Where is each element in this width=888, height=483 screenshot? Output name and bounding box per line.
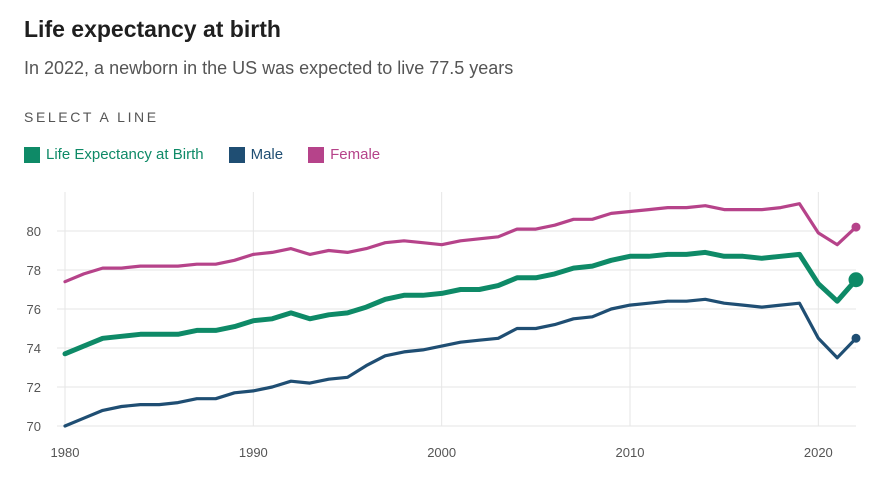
legend: Life Expectancy at Birth Male Female (24, 146, 405, 163)
chart-title: Life expectancy at birth (24, 16, 281, 42)
series-endpoint-male (851, 333, 861, 343)
y-tick-label-80: 80 (27, 224, 41, 239)
legend-swatch-life-expectancy (24, 146, 40, 163)
series-endpoint-life-expectancy-at-birth (848, 272, 864, 288)
y-tick-label-76: 76 (27, 302, 41, 317)
series-line-life-expectancy-at-birth (62, 249, 859, 357)
series-endpoint-female (851, 222, 861, 232)
y-tick-label-72: 72 (27, 380, 41, 395)
series-line-female (63, 202, 858, 284)
chart-subtitle: In 2022, a newborn in the US was expecte… (24, 58, 514, 78)
y-tick-label-70: 70 (27, 419, 41, 434)
legend-swatch-male (228, 146, 245, 163)
y-tick-label-78: 78 (27, 263, 41, 278)
legend-item-female[interactable]: Female (308, 146, 380, 163)
legend-label-male: Male (250, 146, 284, 163)
legend-swatch-female (308, 146, 325, 163)
legend-label-life-expectancy: Life Expectancy at Birth (46, 146, 204, 163)
legend-item-life-expectancy[interactable]: Life Expectancy at Birth (24, 146, 204, 163)
series-line-male (63, 297, 858, 428)
y-tick-label-74: 74 (27, 341, 41, 356)
legend-item-male[interactable]: Male (228, 146, 284, 163)
x-tick-label-2020: 2020 (804, 445, 833, 460)
x-tick-label-2000: 2000 (427, 445, 456, 460)
x-tick-label-1980: 1980 (51, 445, 80, 460)
x-tick-label-2010: 2010 (616, 445, 645, 460)
legend-label-female: Female (330, 146, 381, 163)
select-line-label: SELECT A LINE (24, 109, 159, 125)
x-tick-label-1990: 1990 (239, 445, 268, 460)
